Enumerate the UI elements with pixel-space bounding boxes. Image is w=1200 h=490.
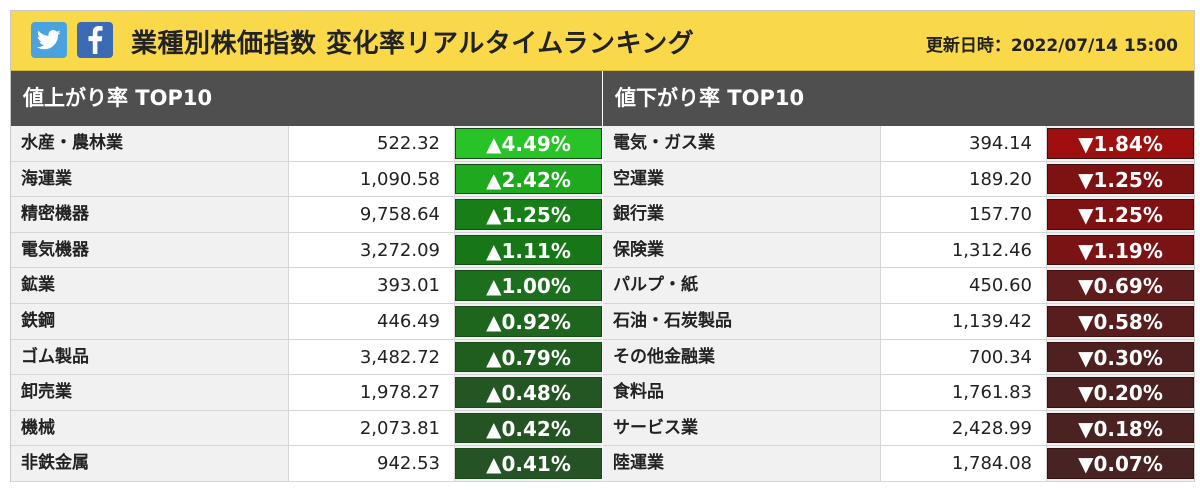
index-value: 450.60	[881, 268, 1047, 303]
sector-name: 鉄鋼	[11, 303, 289, 339]
index-value: 3,272.09	[289, 232, 455, 268]
sector-name: ゴム製品	[11, 339, 289, 375]
index-value: 9,758.64	[289, 197, 455, 232]
index-value: 189.20	[881, 161, 1047, 197]
sector-name: 鉱業	[11, 268, 289, 303]
table-row[interactable]: パルプ・紙 450.60 ▼0.69%	[603, 268, 1194, 304]
table-row[interactable]: 保険業 1,312.46 ▼1.19%	[603, 232, 1194, 269]
table-row[interactable]: 銀行業 157.70 ▼1.25%	[603, 197, 1194, 233]
change-rate-badge: ▲1.11%	[455, 234, 602, 266]
sector-name: 精密機器	[11, 197, 289, 232]
index-value: 446.49	[289, 303, 455, 339]
sector-name: 電気機器	[11, 232, 289, 268]
change-rate-badge: ▲4.49%	[455, 128, 602, 159]
change-rate-badge: ▲0.42%	[455, 412, 602, 444]
change-rate-badge: ▼0.18%	[1047, 412, 1194, 444]
facebook-icon	[88, 26, 103, 54]
table-row[interactable]: 海運業 1,090.58 ▲2.42%	[11, 161, 602, 198]
table-row[interactable]: 空運業 189.20 ▼1.25%	[603, 161, 1194, 198]
index-value: 157.70	[881, 197, 1047, 232]
change-rate-badge: ▲1.00%	[455, 270, 602, 301]
change-rate-badge: ▼1.25%	[1047, 199, 1194, 230]
sector-name: その他金融業	[603, 339, 881, 375]
table-row[interactable]: 電気・ガス業 394.14 ▼1.84%	[603, 126, 1194, 162]
updated-timestamp: 更新日時：2022/07/14 15:00	[925, 36, 1178, 56]
table-row[interactable]: 石油・石炭製品 1,139.42 ▼0.58%	[603, 303, 1194, 340]
index-value: 3,482.72	[289, 339, 455, 375]
table-row[interactable]: 鉄鋼 446.49 ▲0.92%	[11, 303, 602, 340]
change-rate-badge: ▼0.30%	[1047, 341, 1194, 373]
sector-name: 銀行業	[603, 197, 881, 232]
change-rate-badge: ▼0.07%	[1047, 448, 1194, 479]
losers-table: 値下がり率 TOP10 電気・ガス業 394.14 ▼1.84% 空運業 189.20 ▼…	[603, 71, 1194, 482]
index-value: 522.32	[289, 126, 455, 161]
table-row[interactable]: 陸運業 1,784.08 ▼0.07%	[603, 446, 1194, 482]
sector-name: 食料品	[603, 375, 881, 410]
table-row[interactable]: その他金融業 700.34 ▼0.30%	[603, 339, 1194, 376]
header-bar: 業種別株価指数 変化率リアルタイムランキング 更新日時：2022/07/14 1…	[11, 11, 1194, 71]
change-rate-badge: ▲0.41%	[455, 448, 602, 479]
gainers-table: 値上がり率 TOP10 水産・農林業 522.32 ▲4.49% 海運業 1,090.5…	[11, 71, 602, 482]
sector-name: 非鉄金属	[11, 446, 289, 481]
change-rate-badge: ▲0.92%	[455, 305, 602, 337]
change-rate-badge: ▼1.19%	[1047, 234, 1194, 266]
index-value: 1,312.46	[881, 232, 1047, 268]
table-row[interactable]: 精密機器 9,758.64 ▲1.25%	[11, 197, 602, 233]
change-rate-badge: ▲1.25%	[455, 199, 602, 230]
sector-name: 機械	[11, 410, 289, 446]
table-row[interactable]: 機械 2,073.81 ▲0.42%	[11, 410, 602, 447]
change-rate-badge: ▲0.79%	[455, 341, 602, 373]
ranking-panel: 業種別株価指数 変化率リアルタイムランキング 更新日時：2022/07/14 1…	[10, 10, 1195, 482]
index-value: 1,090.58	[289, 161, 455, 197]
index-value: 394.14	[881, 126, 1047, 161]
change-rate-badge: ▼1.25%	[1047, 163, 1194, 195]
index-value: 1,978.27	[289, 375, 455, 410]
table-row[interactable]: 食料品 1,761.83 ▼0.20%	[603, 375, 1194, 411]
change-rate-badge: ▲2.42%	[455, 163, 602, 195]
change-rate-badge: ▼1.84%	[1047, 128, 1194, 159]
index-value: 700.34	[881, 339, 1047, 375]
change-rate-badge: ▲0.48%	[455, 377, 602, 408]
facebook-share-button[interactable]	[77, 22, 113, 58]
twitter-share-button[interactable]	[31, 22, 67, 58]
change-rate-badge: ▼0.69%	[1047, 270, 1194, 301]
index-value: 2,428.99	[881, 410, 1047, 446]
change-rate-badge: ▼0.58%	[1047, 305, 1194, 337]
twitter-icon	[37, 30, 61, 50]
index-value: 942.53	[289, 446, 455, 481]
table-row[interactable]: 電気機器 3,272.09 ▲1.11%	[11, 232, 602, 269]
table-row[interactable]: ゴム製品 3,482.72 ▲0.79%	[11, 339, 602, 376]
index-value: 2,073.81	[289, 410, 455, 446]
index-value: 1,139.42	[881, 303, 1047, 339]
table-row[interactable]: サービス業 2,428.99 ▼0.18%	[603, 410, 1194, 447]
index-value: 1,761.83	[881, 375, 1047, 410]
change-rate-badge: ▼0.20%	[1047, 377, 1194, 408]
sector-name: 保険業	[603, 232, 881, 268]
sector-name: 陸運業	[603, 446, 881, 481]
index-value: 393.01	[289, 268, 455, 303]
table-row[interactable]: 水産・農林業 522.32 ▲4.49%	[11, 126, 602, 162]
sector-name: 石油・石炭製品	[603, 303, 881, 339]
table-row[interactable]: 鉱業 393.01 ▲1.00%	[11, 268, 602, 304]
page-title: 業種別株価指数 変化率リアルタイムランキング	[131, 29, 695, 59]
sector-name: パルプ・紙	[603, 268, 881, 303]
sector-name: 電気・ガス業	[603, 126, 881, 161]
sector-name: 空運業	[603, 161, 881, 197]
table-row[interactable]: 非鉄金属 942.53 ▲0.41%	[11, 446, 602, 482]
sector-name: 水産・農林業	[11, 126, 289, 161]
gainers-heading: 値上がり率 TOP10	[11, 71, 602, 126]
index-value: 1,784.08	[881, 446, 1047, 481]
table-row[interactable]: 卸売業 1,978.27 ▲0.48%	[11, 375, 602, 411]
losers-heading: 値下がり率 TOP10	[603, 71, 1194, 126]
sector-name: 海運業	[11, 161, 289, 197]
sector-name: 卸売業	[11, 375, 289, 410]
sector-name: サービス業	[603, 410, 881, 446]
